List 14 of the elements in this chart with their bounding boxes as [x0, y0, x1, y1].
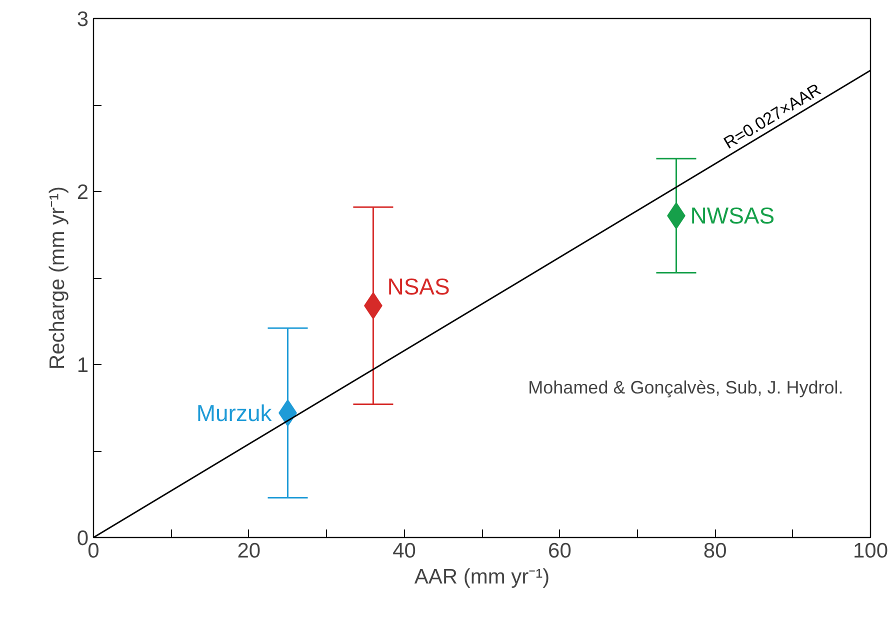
x-axis-title: AAR (mm yr⁻¹): [414, 566, 550, 588]
series-label: Murzuk: [196, 400, 272, 426]
x-tick-label: 20: [237, 540, 261, 562]
y-tick-label: 1: [76, 354, 89, 377]
series-label: NWSAS: [690, 202, 775, 229]
y-tick-label: 2: [76, 181, 89, 204]
x-tick-label: 40: [392, 540, 416, 562]
y-axis-title: Recharge (mm yr⁻¹): [46, 186, 69, 370]
series-label: NSAS: [387, 274, 450, 300]
y-tick-label: 3: [76, 8, 89, 31]
x-tick-label: 100: [852, 540, 888, 562]
annotation: Mohamed & Gonçalvès, Sub, J. Hydrol.: [528, 377, 844, 398]
x-tick-label: 80: [703, 540, 727, 562]
x-tick-label: 60: [548, 540, 572, 562]
